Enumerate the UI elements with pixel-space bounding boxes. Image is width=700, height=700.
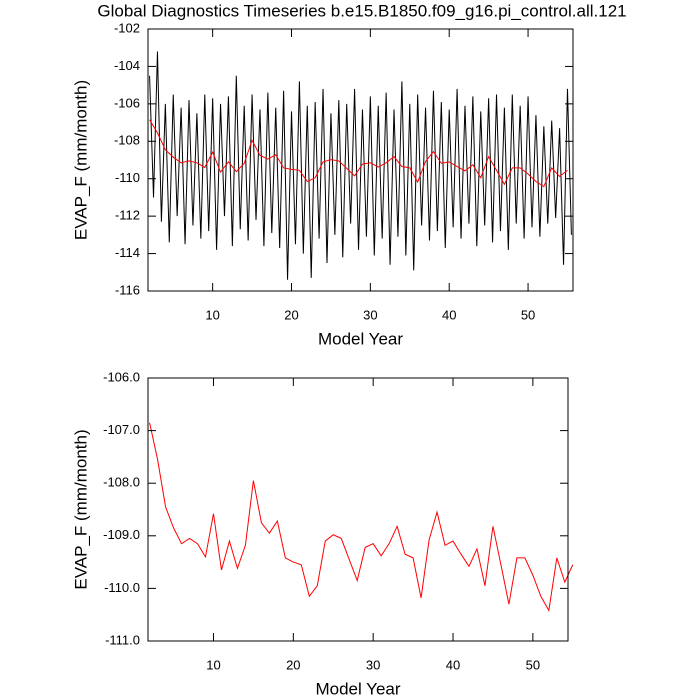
y-tick-label: -108: [114, 133, 140, 148]
x-tick-label: 10: [205, 307, 219, 322]
y-tick-label: -102: [114, 20, 140, 35]
data-line: [149, 51, 572, 280]
x-axis-label: Model Year: [315, 679, 400, 698]
x-tick-label: 10: [206, 657, 220, 672]
y-tick-label: -107.0: [103, 422, 140, 437]
y-tick-label: -109.0: [103, 527, 140, 542]
y-tick-label: -110.0: [104, 580, 140, 595]
y-tick-label: -106: [114, 95, 140, 110]
x-tick-label: 40: [442, 307, 456, 322]
y-tick-label: -114: [115, 245, 140, 260]
x-tick-label: 50: [521, 307, 535, 322]
y-tick-label: -111.0: [105, 632, 140, 647]
x-axis-label: Model Year: [318, 329, 403, 348]
x-tick-label: 20: [284, 307, 298, 322]
y-tick-label: -106.0: [103, 369, 140, 384]
x-tick-label: 50: [526, 657, 540, 672]
y-tick-label: -116: [115, 282, 140, 297]
y-tick-label: -108.0: [103, 475, 140, 490]
data-line: [149, 422, 574, 613]
y-tick-label: -104: [114, 58, 140, 73]
y-tick-label: -112: [115, 208, 140, 223]
x-tick-label: 40: [446, 657, 460, 672]
x-tick-label: 30: [363, 307, 377, 322]
y-tick-label: -110: [115, 170, 140, 185]
chart-title: Global Diagnostics Timeseries b.e15.B185…: [97, 1, 626, 20]
y-axis-label: EVAP_F (mm/month): [71, 80, 90, 240]
x-tick-label: 30: [366, 657, 380, 672]
y-axis-label: EVAP_F (mm/month): [71, 429, 90, 589]
plot-frame: [147, 377, 569, 642]
data-line: [149, 119, 568, 188]
plot-frame: [147, 28, 574, 292]
x-tick-label: 20: [286, 657, 300, 672]
